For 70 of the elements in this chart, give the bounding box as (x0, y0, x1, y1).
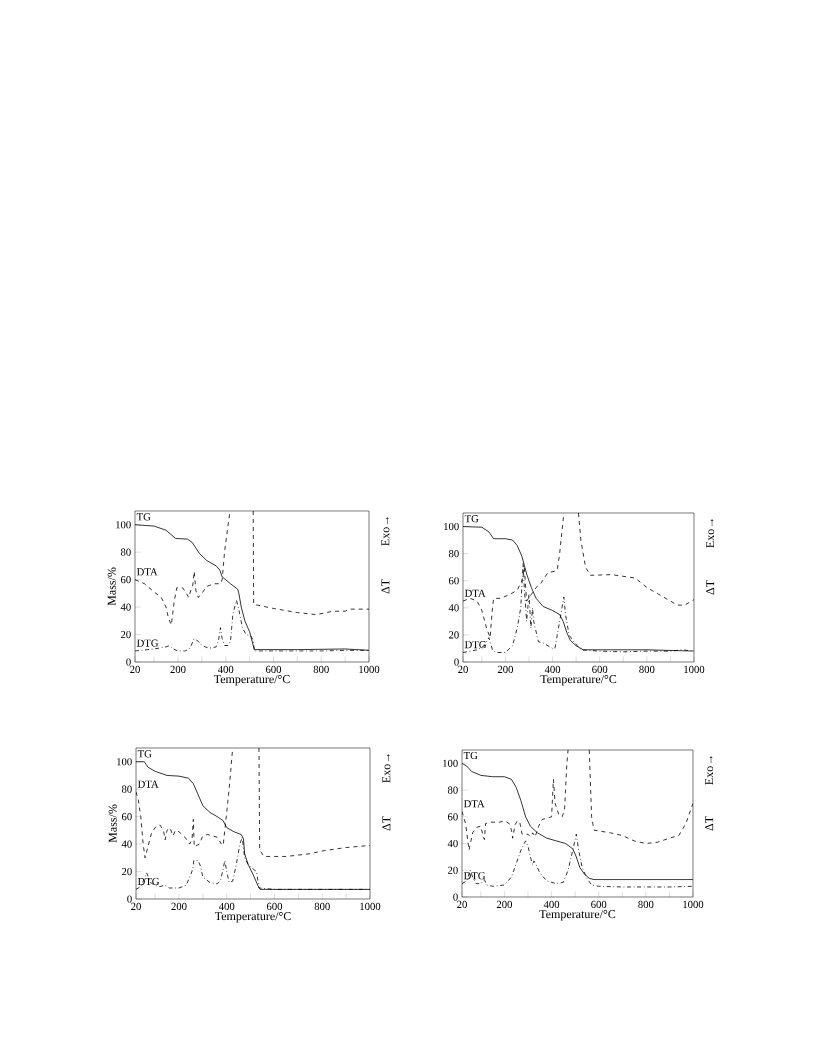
x-tick-label: 200 (497, 665, 514, 674)
x-tick-label: 400 (218, 902, 235, 911)
y-tick-label: 20 (448, 631, 459, 639)
y-tick-label: 60 (447, 813, 458, 821)
y2-axis-title: ΔT (705, 816, 714, 831)
y-tick-label: 0 (126, 658, 131, 666)
y-tick-label: 100 (443, 759, 458, 767)
y-tick-label: 60 (448, 577, 459, 585)
x-tick-label: 800 (313, 665, 329, 674)
y-tick-label: 80 (120, 548, 131, 556)
y-tick-label: 60 (121, 813, 132, 821)
y-tick-label: 100 (117, 758, 132, 766)
x-axis-title: Temperature/°C (539, 910, 616, 921)
x-tick-label: 200 (496, 900, 513, 909)
x-tick-label: 800 (639, 665, 655, 674)
y2-axis-title: ΔT (382, 816, 391, 831)
text: Exo→ (705, 756, 714, 785)
x-tick-label: 600 (591, 900, 607, 909)
series-label: DTA (137, 780, 159, 788)
series-label: DTA (463, 800, 485, 808)
y-tick-label: 80 (448, 550, 459, 558)
x-tick-label: 200 (170, 665, 186, 674)
y-tick-label: 20 (447, 866, 458, 874)
x-tick-label: 400 (217, 665, 234, 674)
series-label: TG (136, 513, 151, 521)
y-tick-label: 100 (444, 522, 459, 531)
x-tick-label: 600 (266, 902, 283, 911)
y2-axis-title: ΔT (381, 579, 390, 594)
x-tick-label: 800 (314, 902, 330, 911)
x-axis-title: Temperature/°C (213, 675, 290, 686)
y-tick-label: 0 (454, 658, 459, 666)
series-label: TG (464, 515, 479, 523)
y-tick-label: 80 (121, 785, 132, 793)
x-tick-label: 1000 (360, 902, 381, 911)
x-tick-label: 400 (543, 900, 560, 909)
x-tick-label: 1000 (683, 900, 704, 909)
y-tick-label: 100 (116, 521, 131, 529)
series-label: TG (137, 750, 152, 758)
x-tick-label: 800 (638, 900, 654, 909)
series-label: DTG (137, 877, 160, 886)
y-tick-label: 40 (121, 840, 132, 848)
x-axis-title: Temperature/°C (540, 675, 617, 686)
y-tick-label: 40 (448, 604, 459, 612)
series-label: DTG (464, 641, 487, 649)
y2-axis-title: ΔT (706, 580, 715, 595)
x-axis-title: Temperature/°C (214, 912, 291, 923)
y-tick-label: 0 (127, 895, 132, 903)
y-tick-label: 80 (447, 786, 458, 794)
text: Exo→ (706, 519, 715, 548)
y-tick-label: 0 (453, 893, 458, 901)
y-axis-title: Mass/% (107, 567, 116, 606)
series-label: DTG (463, 872, 486, 880)
x-tick-label: 1000 (359, 665, 380, 674)
text: Exo→ (381, 517, 390, 546)
y-tick-label: 40 (120, 603, 131, 611)
series-label: DTA (136, 568, 158, 576)
y-tick-label: 40 (447, 839, 458, 848)
y-tick-label: 20 (121, 867, 132, 876)
x-tick-label: 200 (171, 902, 187, 911)
series-label: DTA (464, 589, 486, 597)
x-tick-label: 600 (592, 665, 608, 674)
y-tick-label: 20 (120, 630, 131, 639)
x-tick-label: 600 (265, 665, 282, 674)
series-label: TG (463, 751, 478, 760)
y-axis-title: Mass/% (108, 804, 117, 843)
x-tick-label: 1000 (684, 665, 705, 674)
text: Exo→ (382, 754, 391, 783)
series-label: DTG (136, 639, 159, 647)
x-tick-label: 400 (544, 665, 561, 674)
y-tick-label: 60 (120, 576, 131, 584)
